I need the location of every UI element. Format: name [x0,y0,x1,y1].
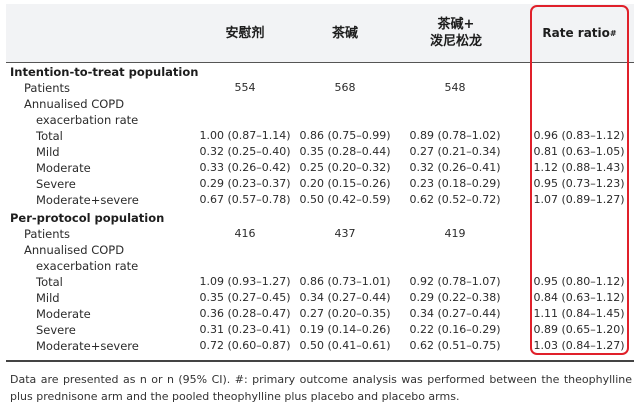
cell: 548 [444,81,466,94]
cell: 0.27 (0.20–0.35) [299,307,391,320]
cell: 1.11 (0.84–1.45) [533,307,625,320]
row-label: Annualised COPD [24,97,125,111]
cell: 1.09 (0.93–1.27) [199,275,291,288]
cell: 0.27 (0.21–0.34) [409,145,501,158]
cell: 0.34 (0.27–0.44) [409,307,501,320]
row-label: exacerbation rate [36,259,139,273]
cell: 0.29 (0.22–0.38) [409,291,501,304]
cell: 0.35 (0.28–0.44) [299,145,391,158]
cell: 0.62 (0.51–0.75) [409,339,501,352]
cell: 0.33 (0.26–0.42) [199,161,291,174]
table-row: Moderate 0.36 (0.28–0.47) 0.27 (0.20–0.3… [0,306,640,322]
cell: 0.86 (0.73–1.01) [299,275,391,288]
row-label: Total [36,275,63,289]
cell: 0.32 (0.26–0.41) [409,161,501,174]
table-row: Annualised COPD [0,96,640,112]
cell: 0.29 (0.23–0.37) [199,177,291,190]
cell: 1.03 (0.84–1.27) [533,339,625,352]
cell: 419 [444,227,466,240]
cell: 0.92 (0.78–1.07) [409,275,501,288]
cell: 0.25 (0.20–0.32) [299,161,391,174]
col-header-placebo: 安慰剂 [225,25,265,41]
col3-line1: 茶碱+ [437,17,475,32]
table-row: Moderate+severe 0.72 (0.60–0.87) 0.50 (0… [0,338,640,354]
cell: 0.34 (0.27–0.44) [299,291,391,304]
cell: 0.95 (0.73–1.23) [533,177,625,190]
table-row: Severe 0.29 (0.23–0.37) 0.20 (0.15–0.26)… [0,176,640,192]
rate-ratio-highlight-box [530,5,629,355]
row-label: Total [36,129,63,143]
col-header-theophylline: 茶碱 [331,25,358,41]
table-row: Total 1.00 (0.87–1.14) 0.86 (0.75–0.99) … [0,128,640,144]
table-footnote: Data are presented as n or n (95% CI). #… [10,373,632,403]
col-header-rate-ratio: Rate ratio # [532,4,627,62]
cell: 0.22 (0.16–0.29) [409,323,501,336]
table-row: exacerbation rate [0,112,640,128]
cell: 416 [234,227,256,240]
row-label: Moderate [36,161,91,175]
table-row: Moderate 0.33 (0.26–0.42) 0.25 (0.20–0.3… [0,160,640,176]
cell: 0.89 (0.78–1.02) [409,129,501,142]
row-label: Annualised COPD [24,243,125,257]
itt-title: Intention-to-treat population [10,65,199,79]
pp-section-title: Per-protocol population [0,210,640,226]
cell: 0.20 (0.15–0.26) [299,177,391,190]
table-row: Moderate+severe 0.67 (0.57–0.78) 0.50 (0… [0,192,640,208]
cell: 1.00 (0.87–1.14) [199,129,291,142]
row-label: Severe [36,177,76,191]
cell: 0.62 (0.52–0.72) [409,193,501,206]
table-bottom-rule [6,360,634,362]
row-label: Moderate [36,307,91,321]
cell: 0.96 (0.83–1.12) [533,129,625,142]
cell: 0.67 (0.57–0.78) [199,193,291,206]
row-label: Patients [24,81,71,95]
table-row: Patients 416 437 419 [0,226,640,242]
cell: 0.84 (0.63–1.12) [533,291,625,304]
cell: 437 [334,227,356,240]
cell: 0.81 (0.63–1.05) [533,145,625,158]
row-label: exacerbation rate [36,113,139,127]
row-label: Severe [36,323,76,337]
cell: 0.50 (0.42–0.59) [299,193,391,206]
rate-ratio-sup: # [609,28,617,38]
cell: 554 [234,81,256,94]
table-row: Severe 0.31 (0.23–0.41) 0.19 (0.14–0.26)… [0,322,640,338]
cell: 568 [334,81,356,94]
cell: 0.32 (0.25–0.40) [199,145,291,158]
header-rule [6,62,634,63]
table-row: Annualised COPD [0,242,640,258]
cell: 0.19 (0.14–0.26) [299,323,391,336]
table-row: Mild 0.32 (0.25–0.40) 0.35 (0.28–0.44) 0… [0,144,640,160]
cell: 0.35 (0.27–0.45) [199,291,291,304]
col-header-theophylline-prednisolone: 茶碱+ 泼尼松龙 [404,4,508,62]
row-label: Mild [36,291,60,305]
cell: 0.31 (0.23–0.41) [199,323,291,336]
cell: 0.89 (0.65–1.20) [533,323,625,336]
cell: 0.50 (0.41–0.61) [299,339,391,352]
table-row: Mild 0.35 (0.27–0.45) 0.34 (0.27–0.44) 0… [0,290,640,306]
row-label: Moderate+severe [36,339,139,353]
table-row: exacerbation rate [0,258,640,274]
cell: 0.95 (0.80–1.12) [533,275,625,288]
row-label: Patients [24,227,71,241]
cell: 0.72 (0.60–0.87) [199,339,291,352]
cell: 0.23 (0.18–0.29) [409,177,501,190]
col3-line2: 泼尼松龙 [429,34,482,49]
itt-section-title: Intention-to-treat population [0,64,640,80]
cell: 0.36 (0.28–0.47) [199,307,291,320]
table-header-band [6,4,634,62]
rate-ratio-label: Rate ratio [542,25,610,40]
row-label: Moderate+severe [36,193,139,207]
cell: 1.07 (0.89–1.27) [533,193,625,206]
table-row: Total 1.09 (0.93–1.27) 0.86 (0.73–1.01) … [0,274,640,290]
cell: 1.12 (0.88–1.43) [533,161,625,174]
pp-title: Per-protocol population [10,211,165,225]
cell: 0.86 (0.75–0.99) [299,129,391,142]
row-label: Mild [36,145,60,159]
table-row: Patients 554 568 548 [0,80,640,96]
